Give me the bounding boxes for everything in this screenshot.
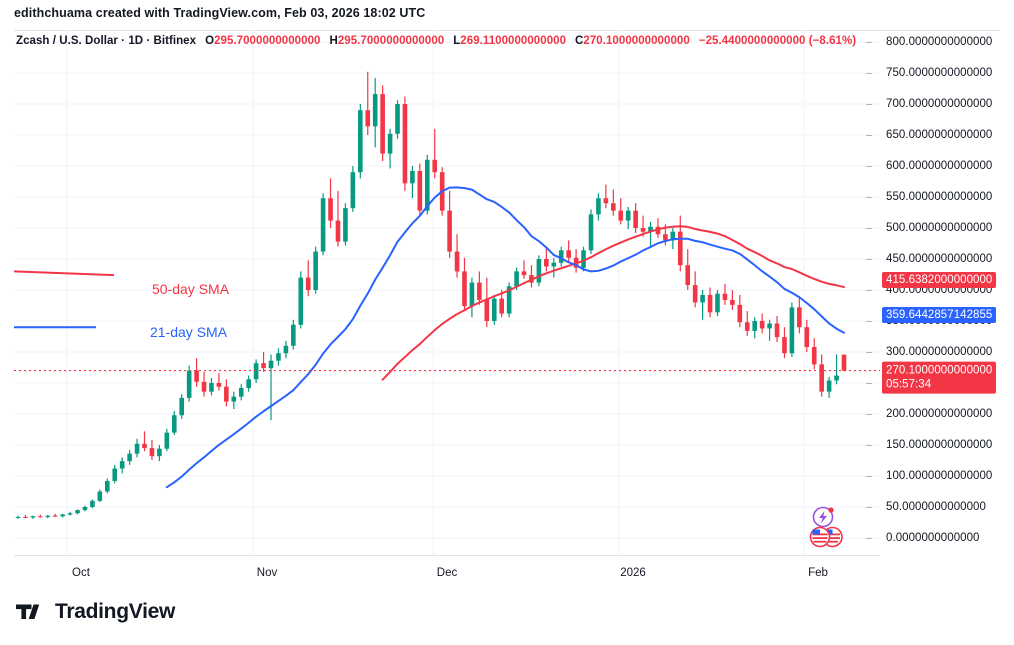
time-tick-label: Feb [808, 567, 828, 579]
legend-low-label: L [453, 35, 461, 47]
price-tick-label: 300.0000000000000 [886, 346, 993, 358]
price-tick-mark [866, 228, 872, 229]
chart-panel [14, 30, 1000, 595]
annotation-sma50: 50-day SMA [152, 281, 230, 297]
legend-interval[interactable]: 1D [128, 35, 144, 47]
chart-plot-area[interactable] [14, 30, 880, 555]
price-tick-mark [866, 383, 872, 384]
attribution-text: edithchuama created with TradingView.com… [14, 6, 426, 20]
price-tick-mark [866, 352, 872, 353]
price-tick-label: 50.0000000000000 [886, 501, 986, 513]
price-tick-mark [866, 507, 872, 508]
ohlc-legend[interactable]: Zcash / U.S. Dollar · 1D · Bitfinex O295.… [16, 35, 856, 47]
candlestick-svg [14, 30, 880, 555]
us-flag-event-icon-2 [809, 526, 831, 548]
legend-sep-1: · [117, 35, 129, 47]
time-tick-label: Dec [436, 567, 458, 579]
legend-symbol[interactable]: Zcash / U.S. Dollar [16, 35, 118, 47]
lightning-event-icon [812, 506, 834, 528]
economic-event-markers[interactable] [806, 505, 858, 555]
legend-sep-2: · [143, 35, 154, 47]
legend-open-label: O [205, 35, 215, 47]
legend-change: −25.4400000000000 (−8.61%) [698, 35, 857, 47]
price-tick-mark [866, 538, 872, 539]
legend-close-label: C [575, 35, 584, 47]
sma50-line [381, 225, 845, 381]
price-tick-mark [866, 135, 872, 136]
sma50-price-badge[interactable]: 415.6382000000000 [882, 272, 997, 289]
legend-high-value: 295.7000000000000 [337, 35, 445, 47]
price-tick-label: 0.0000000000000 [886, 532, 980, 544]
price-tick-label: 200.0000000000000 [886, 408, 993, 420]
tradingview-logo-icon [16, 604, 40, 619]
time-tick-label: Nov [256, 567, 278, 579]
tradingview-wordmark: TradingView [55, 600, 176, 623]
footer-branding: TradingView [16, 600, 175, 624]
price-tick-mark [866, 290, 872, 291]
sma21-price-badge[interactable]: 359.6442857142855 [882, 307, 997, 324]
legend-high-label: H [329, 35, 338, 47]
time-tick-label: Oct [72, 567, 90, 579]
price-tick-label: 450.0000000000000 [886, 253, 993, 265]
price-tick-mark [866, 445, 872, 446]
annotation-sma21: 21-day SMA [150, 324, 228, 340]
price-tick-label: 500.0000000000000 [886, 222, 993, 234]
legend-close-value: 270.1000000000000 [583, 35, 690, 47]
price-tick-mark [866, 321, 872, 322]
price-tick-mark [866, 42, 872, 43]
time-scale[interactable]: Oct Nov Dec 2026 Feb [14, 555, 880, 588]
price-tick-mark [866, 104, 872, 105]
legend-low-value: 269.1100000000000 [460, 35, 567, 47]
price-tick-label: 700.0000000000000 [886, 98, 993, 110]
price-tick-mark [866, 73, 872, 74]
price-tick-mark [866, 414, 872, 415]
gridlines [14, 30, 880, 555]
price-tick-label: 750.0000000000000 [886, 67, 993, 79]
price-tick-label: 650.0000000000000 [886, 129, 993, 141]
candles [15, 71, 847, 519]
price-tick-mark [866, 197, 872, 198]
price-tick-label: 600.0000000000000 [886, 160, 993, 172]
price-tick-mark [866, 166, 872, 167]
sma21-line [165, 186, 845, 489]
time-tick-label: 2026 [620, 567, 646, 579]
price-tick-label: 150.0000000000000 [886, 439, 993, 451]
sma50-legend-swatch [14, 270, 115, 277]
legend-open-value: 295.7000000000000 [214, 35, 321, 47]
legend-exchange[interactable]: Bitfinex [153, 35, 197, 47]
price-tick-mark [866, 476, 872, 477]
price-tick-label: 550.0000000000000 [886, 191, 993, 203]
price-tick-label: 100.0000000000000 [886, 470, 993, 482]
last-price-badge[interactable]: 270.1000000000000 05:57:34 [882, 361, 997, 394]
price-scale[interactable]: 800.0000000000000 750.0000000000000 700.00… [866, 30, 1014, 555]
price-tick-label: 800.0000000000000 [886, 36, 993, 48]
price-tick-mark [866, 259, 872, 260]
